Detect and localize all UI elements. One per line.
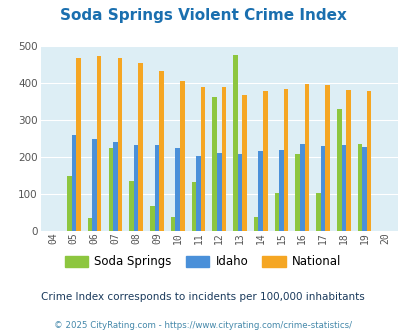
Bar [216,153,221,231]
Bar [253,217,258,231]
Bar [67,176,71,231]
Bar [108,148,113,231]
Text: © 2025 CityRating.com - https://www.cityrating.com/crime-statistics/: © 2025 CityRating.com - https://www.city… [54,321,351,330]
Bar [295,154,299,231]
Bar [299,144,304,231]
Bar [262,91,267,231]
Bar [357,144,362,231]
Bar [274,193,279,231]
Bar [242,95,246,231]
Bar [117,58,122,231]
Bar [258,151,262,231]
Bar [175,148,179,231]
Bar [279,150,283,231]
Bar [179,81,184,231]
Bar [232,55,237,231]
Bar [315,193,320,231]
Bar [134,145,138,231]
Bar [113,142,117,231]
Bar [87,218,92,231]
Bar [345,90,350,231]
Bar [196,156,200,231]
Bar [283,89,288,231]
Bar [366,90,371,231]
Bar [221,87,226,231]
Text: Soda Springs Violent Crime Index: Soda Springs Violent Crime Index [60,8,345,23]
Bar [341,145,345,231]
Bar [150,206,154,231]
Bar [76,58,81,231]
Legend: Soda Springs, Idaho, National: Soda Springs, Idaho, National [61,252,344,272]
Bar [336,109,341,231]
Bar [320,147,324,231]
Bar [191,182,196,231]
Bar [71,135,76,231]
Bar [237,154,242,231]
Bar [212,97,216,231]
Bar [154,145,159,231]
Bar [171,217,175,231]
Bar [304,83,309,231]
Bar [138,63,143,231]
Bar [92,139,97,231]
Bar [200,87,205,231]
Text: Crime Index corresponds to incidents per 100,000 inhabitants: Crime Index corresponds to incidents per… [41,292,364,302]
Bar [324,85,329,231]
Bar [129,181,134,231]
Bar [362,147,366,231]
Bar [97,56,101,231]
Bar [159,71,163,231]
